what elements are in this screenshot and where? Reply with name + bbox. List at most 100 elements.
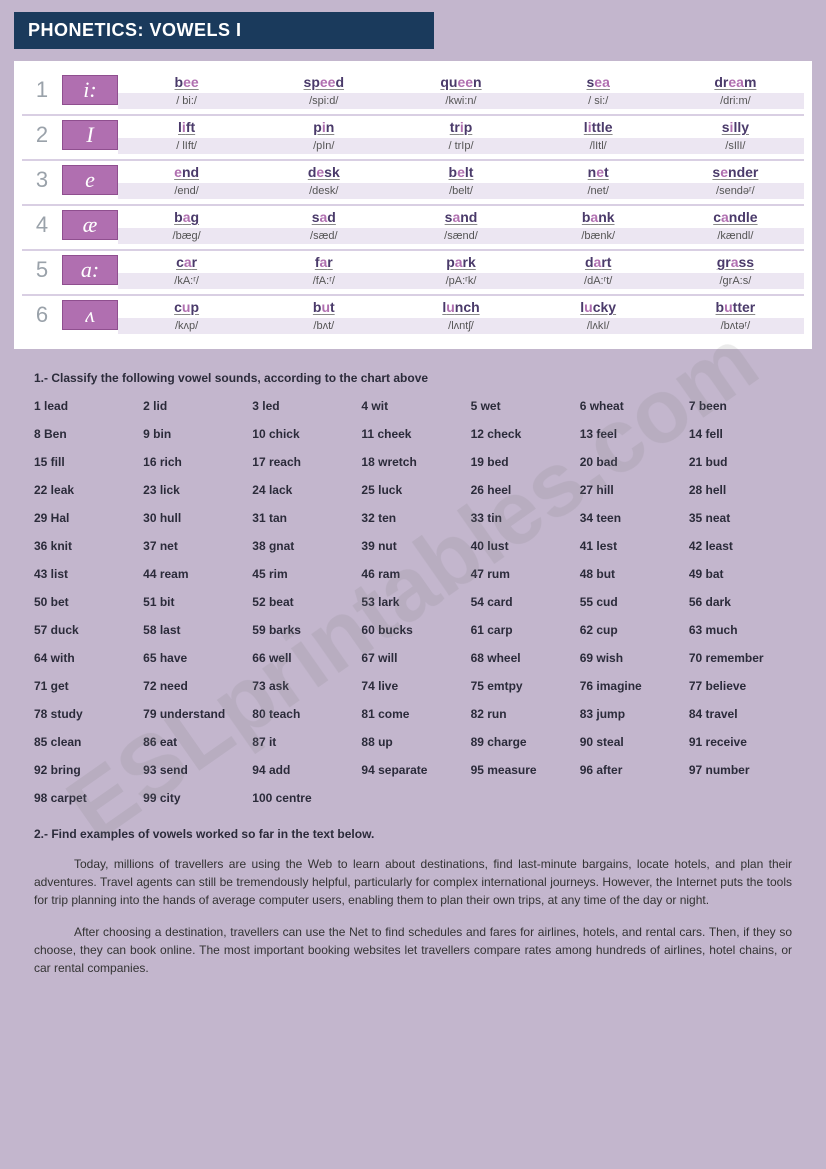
word-cell: lift/ lIft/ — [118, 116, 255, 159]
paragraph-2: After choosing a destination, travellers… — [14, 923, 812, 977]
pronunciation: /pA:ʳk/ — [392, 273, 529, 289]
exercise-word: 65 have — [143, 651, 246, 665]
exercise-word: 58 last — [143, 623, 246, 637]
vowel-symbol: æ — [62, 210, 118, 240]
exercise-word: 28 hell — [689, 483, 792, 497]
exercise-word: 50 bet — [34, 595, 137, 609]
exercise-word: 69 wish — [580, 651, 683, 665]
exercise-word: 93 send — [143, 763, 246, 777]
paragraph-1: Today, millions of travellers are using … — [14, 855, 812, 909]
exercise-word — [471, 791, 574, 805]
pronunciation: /desk/ — [255, 183, 392, 199]
exercise-word: 5 wet — [471, 399, 574, 413]
word-cell: speed/spi:d/ — [255, 71, 392, 114]
exercise-word: 55 cud — [580, 595, 683, 609]
exercise-word: 68 wheel — [471, 651, 574, 665]
word-cell: cup/kʌp/ — [118, 296, 255, 339]
pronunciation: /bʌt/ — [255, 318, 392, 334]
exercise-word: 25 luck — [361, 483, 464, 497]
exercise-word: 19 bed — [471, 455, 574, 469]
exercise-word: 14 fell — [689, 427, 792, 441]
example-word: grass — [667, 254, 804, 270]
exercise-word: 88 up — [361, 735, 464, 749]
example-word: speed — [255, 74, 392, 90]
word-cell: far/fA:ʳ/ — [255, 251, 392, 294]
chart-row: 1i:bee/ bi:/speed/spi:d/queen/kwi:n/sea/… — [22, 71, 804, 116]
example-word: lucky — [530, 299, 667, 315]
exercise-word: 10 chick — [252, 427, 355, 441]
example-word: cup — [118, 299, 255, 315]
example-word: dream — [667, 74, 804, 90]
example-word: silly — [667, 119, 804, 135]
exercise-word: 85 clean — [34, 735, 137, 749]
exercise-word: 67 will — [361, 651, 464, 665]
exercise-word: 75 emtpy — [471, 679, 574, 693]
exercise-word: 74 live — [361, 679, 464, 693]
example-word: car — [118, 254, 255, 270]
pronunciation: /end/ — [118, 183, 255, 199]
word-cell: butter/bʌtəʳ/ — [667, 296, 804, 339]
exercise-1-heading: 1.- Classify the following vowel sounds,… — [34, 371, 812, 385]
exercise-word: 73 ask — [252, 679, 355, 693]
exercise-word: 77 believe — [689, 679, 792, 693]
vowel-symbol: e — [62, 165, 118, 195]
exercise-word: 21 bud — [689, 455, 792, 469]
exercise-word: 83 jump — [580, 707, 683, 721]
exercise-word: 53 lark — [361, 595, 464, 609]
example-word: but — [255, 299, 392, 315]
vowel-chart: 1i:bee/ bi:/speed/spi:d/queen/kwi:n/sea/… — [14, 61, 812, 349]
exercise-word: 60 bucks — [361, 623, 464, 637]
exercise-word: 72 need — [143, 679, 246, 693]
exercise-word: 11 cheek — [361, 427, 464, 441]
example-word: desk — [255, 164, 392, 180]
exercise-word: 66 well — [252, 651, 355, 665]
word-cell: bag/bæg/ — [118, 206, 255, 249]
exercise-word: 32 ten — [361, 511, 464, 525]
example-word: far — [255, 254, 392, 270]
exercise-word: 41 lest — [580, 539, 683, 553]
pronunciation: /pIn/ — [255, 138, 392, 154]
word-cell: dart/dA:ʳt/ — [530, 251, 667, 294]
chart-row-index: 6 — [22, 296, 62, 328]
example-word: bag — [118, 209, 255, 225]
exercise-word: 63 much — [689, 623, 792, 637]
example-word: sand — [392, 209, 529, 225]
exercise-word: 95 measure — [471, 763, 574, 777]
example-word: little — [530, 119, 667, 135]
exercise-word: 86 eat — [143, 735, 246, 749]
exercise-word: 26 heel — [471, 483, 574, 497]
word-cell: sea/ si:/ — [530, 71, 667, 114]
exercise-word: 76 imagine — [580, 679, 683, 693]
example-word: butter — [667, 299, 804, 315]
exercise-word: 61 carp — [471, 623, 574, 637]
pronunciation: /net/ — [530, 183, 667, 199]
exercise-word: 34 teen — [580, 511, 683, 525]
exercise-word: 91 receive — [689, 735, 792, 749]
exercise-word: 84 travel — [689, 707, 792, 721]
exercise-word: 4 wit — [361, 399, 464, 413]
exercise-word: 16 rich — [143, 455, 246, 469]
exercise-word: 42 least — [689, 539, 792, 553]
exercise-word: 80 teach — [252, 707, 355, 721]
word-cell: candle/kændl/ — [667, 206, 804, 249]
pronunciation: /sænd/ — [392, 228, 529, 244]
exercise-word: 27 hill — [580, 483, 683, 497]
page-container: PHONETICS: VOWELS I 1i:bee/ bi:/speed/sp… — [14, 12, 812, 977]
exercise-word: 52 beat — [252, 595, 355, 609]
word-cell: little/lItl/ — [530, 116, 667, 159]
exercise-word: 9 bin — [143, 427, 246, 441]
pronunciation: /lʌntʃ/ — [392, 318, 529, 334]
exercise-word: 79 understand — [143, 707, 246, 721]
exercise-word: 29 Hal — [34, 511, 137, 525]
word-cell: net/net/ — [530, 161, 667, 204]
vowel-symbol: i: — [62, 75, 118, 105]
exercise-word: 35 neat — [689, 511, 792, 525]
word-cell: park/pA:ʳk/ — [392, 251, 529, 294]
chart-row: 3eend/end/desk/desk/belt/belt/net/net/se… — [22, 161, 804, 206]
pronunciation: /kwi:n/ — [392, 93, 529, 109]
exercise-word: 87 it — [252, 735, 355, 749]
example-word: end — [118, 164, 255, 180]
exercise-word: 43 list — [34, 567, 137, 581]
word-cell: end/end/ — [118, 161, 255, 204]
exercise-word: 23 lick — [143, 483, 246, 497]
